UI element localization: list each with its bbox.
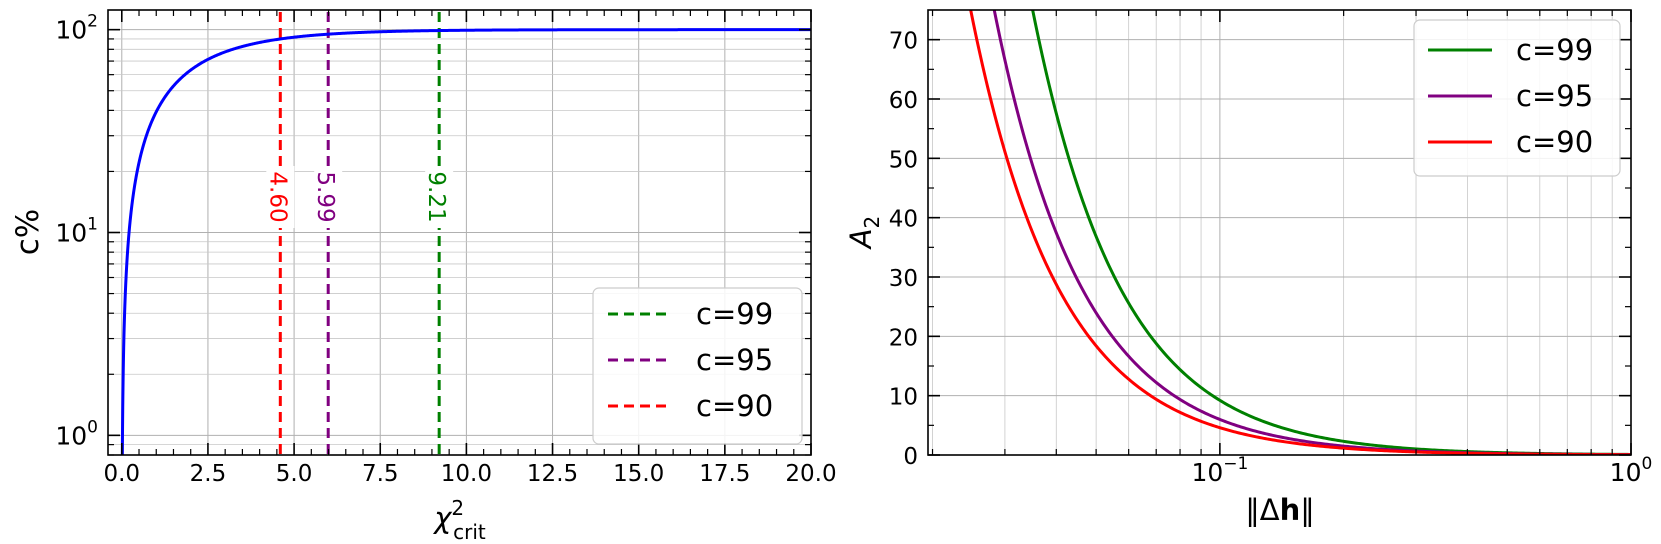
left-threshold-label-bg bbox=[314, 166, 343, 228]
left-threshold-label: 5.99 bbox=[312, 171, 338, 222]
right-x-axis-label-right: ‖ bbox=[1300, 493, 1315, 527]
right-legend-label: c=90 bbox=[1516, 125, 1593, 159]
left-threshold-lines bbox=[278, 12, 441, 455]
right-y-tick-label: 50 bbox=[889, 147, 918, 173]
right-y-tick-label: 30 bbox=[889, 266, 918, 292]
left-y-tick-base: 10 bbox=[55, 16, 87, 45]
right-plot-frame bbox=[927, 9, 1632, 456]
left-y-tick-base: 10 bbox=[55, 421, 87, 450]
right-y-axis-label-main: A bbox=[844, 228, 878, 250]
right-y-axis-label-sub: 2 bbox=[860, 216, 884, 229]
left-y-tick-label: 100 bbox=[55, 417, 98, 450]
left-y-tick-exp: 1 bbox=[87, 215, 98, 235]
left-y-tick-base: 10 bbox=[55, 219, 87, 248]
right-x-tick-exp: 0 bbox=[1641, 454, 1652, 474]
right-x-axis-label-h: h bbox=[1280, 493, 1301, 527]
left-legend-label: c=95 bbox=[696, 343, 773, 377]
left-threshold-label-bg bbox=[266, 166, 295, 228]
right-y-tick-label: 20 bbox=[889, 325, 918, 351]
left-y-tick-label: 102 bbox=[55, 12, 98, 45]
right-legend-label: c=99 bbox=[1516, 33, 1593, 67]
left-y-tick-exp: 2 bbox=[87, 12, 98, 32]
right-legend: c=99 c=95 c=90 bbox=[1413, 19, 1621, 177]
left-x-tick-label: 0.0 bbox=[103, 461, 140, 487]
left-x-tick-label: 20.0 bbox=[785, 461, 836, 487]
left-threshold-labels: 9.21 5.99 4.60 bbox=[264, 166, 454, 228]
right-y-tick-label: 0 bbox=[903, 444, 918, 470]
left-x-tick-label: 10.0 bbox=[441, 461, 492, 487]
right-x-tick-base: 10 bbox=[1610, 458, 1642, 487]
right-x-tick-label: 100 bbox=[1610, 454, 1653, 487]
right-x-tick-label: 10−1 bbox=[1191, 454, 1248, 487]
right-x-tick-base: 10 bbox=[1191, 458, 1223, 487]
right-y-axis-label: A2 bbox=[844, 216, 884, 251]
left-threshold-label-bg bbox=[425, 166, 454, 228]
left-x-axis-label: χ2 crit bbox=[432, 496, 486, 544]
right-y-tick-label: 70 bbox=[889, 29, 918, 55]
left-legend-label: c=99 bbox=[696, 297, 773, 331]
right-curves bbox=[969, 10, 1631, 455]
left-y-axis-label: c% bbox=[10, 209, 46, 256]
left-plot-frame bbox=[107, 9, 812, 456]
left-x-tick-label: 12.5 bbox=[527, 461, 578, 487]
left-x-tick-label: 7.5 bbox=[362, 461, 399, 487]
left-chart: 9.21 5.99 4.60 0.0 2.5 5.0 7.5 10.0 12.5 15.0 17.… bbox=[10, 9, 837, 544]
left-y-tick-label: 101 bbox=[55, 215, 98, 248]
right-x-tick-exp: −1 bbox=[1223, 454, 1248, 474]
right-legend-label: c=95 bbox=[1516, 79, 1593, 113]
right-curve bbox=[969, 10, 1631, 455]
right-y-tick-label: 60 bbox=[889, 88, 918, 114]
right-y-tick-label: 40 bbox=[889, 207, 918, 233]
left-y-tick-exp: 0 bbox=[87, 417, 98, 437]
left-x-axis-label-sub: crit bbox=[453, 520, 486, 544]
left-x-axis-label-sup: 2 bbox=[451, 496, 464, 520]
left-legend: c=99 c=95 c=90 bbox=[592, 287, 803, 445]
left-x-tick-label: 17.5 bbox=[699, 461, 750, 487]
right-y-tick-label: 10 bbox=[889, 385, 918, 411]
left-threshold-label: 9.21 bbox=[423, 171, 449, 222]
left-ticks: 0.0 2.5 5.0 7.5 10.0 12.5 15.0 17.5 20.010010110… bbox=[55, 10, 837, 487]
left-threshold-label: 4.60 bbox=[264, 171, 290, 222]
right-x-axis-label: ‖Δh‖ bbox=[1245, 493, 1315, 527]
left-x-tick-label: 5.0 bbox=[276, 461, 313, 487]
left-legend-label: c=90 bbox=[696, 389, 773, 423]
left-x-axis-label-main: χ bbox=[432, 501, 453, 535]
left-x-tick-label: 15.0 bbox=[613, 461, 664, 487]
right-legend-frame bbox=[1413, 19, 1621, 177]
left-x-tick-label: 2.5 bbox=[190, 461, 227, 487]
right-x-axis-label-left: ‖Δ bbox=[1245, 493, 1280, 527]
left-cdf-curve bbox=[120, 28, 811, 456]
